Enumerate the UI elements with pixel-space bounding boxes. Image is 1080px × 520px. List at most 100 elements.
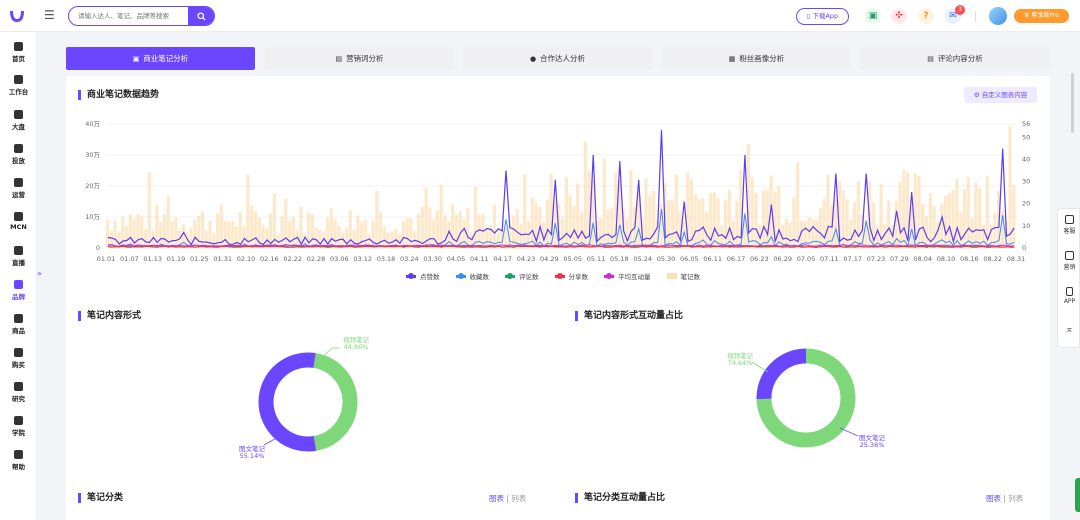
- x-tick: 01.31: [213, 255, 232, 263]
- avatar[interactable]: [989, 7, 1007, 25]
- notes-bar: [424, 187, 428, 248]
- marketing-button[interactable]: 营销: [1058, 251, 1080, 271]
- sidebar-item-7[interactable]: 品牌: [0, 280, 37, 310]
- tab-fan-portrait[interactable]: ▦ 粉丝画像分析: [662, 47, 851, 70]
- donut-slice[interactable]: [258, 352, 317, 452]
- legend-item[interactable]: 分享数: [554, 271, 588, 281]
- logo-icon[interactable]: [8, 7, 26, 25]
- notes-bar: [337, 226, 341, 248]
- legend-item[interactable]: 点赞数: [406, 271, 440, 281]
- sidebar-item-label: MCN: [10, 223, 27, 231]
- tab-cooperation-kols[interactable]: ● 合作达人分析: [463, 47, 652, 70]
- notes-bar: [136, 213, 140, 248]
- sidebar-item-label: 购买: [12, 361, 25, 369]
- category-title: 笔记分类: [78, 493, 123, 503]
- side-green-tab[interactable]: [1075, 478, 1080, 512]
- notes-bar: [401, 221, 405, 248]
- notes-bar: [602, 158, 606, 248]
- sidebar-item-3[interactable]: 投放: [0, 144, 37, 174]
- notes-bar: [822, 199, 826, 248]
- notes-bar: [344, 227, 349, 248]
- sidebar-item-9[interactable]: 购买: [0, 348, 37, 378]
- header-divider: [975, 11, 976, 22]
- view-list-link[interactable]: 列表: [1008, 494, 1024, 503]
- sidebar-item-12[interactable]: 帮助: [0, 450, 37, 480]
- y-left-tick: 0: [96, 244, 100, 252]
- notes-bar: [162, 213, 167, 248]
- notes-bar: [974, 182, 978, 248]
- sidebar-expand-icon[interactable]: »: [37, 269, 42, 278]
- notes-bar: [303, 233, 307, 248]
- x-tick: 01.19: [167, 255, 186, 263]
- notes-bar: [591, 179, 595, 248]
- donut-slice-percent: 25.36%: [860, 441, 885, 449]
- app-button[interactable]: APP: [1058, 287, 1080, 305]
- notes-bar: [879, 184, 883, 248]
- view-list-link[interactable]: 列表: [511, 494, 527, 503]
- notification-count-badge: 3: [955, 5, 965, 15]
- x-tick: 05.18: [610, 255, 629, 263]
- donut-slice[interactable]: [756, 348, 807, 400]
- shop-icon[interactable]: ▣: [865, 8, 881, 24]
- notes-bar: [693, 194, 697, 248]
- apps-grid-icon[interactable]: ✣: [891, 8, 907, 24]
- customer-service-button[interactable]: 客服: [1058, 215, 1080, 235]
- view-chart-link[interactable]: 图表: [986, 494, 1001, 503]
- sidebar-item-11[interactable]: 学院: [0, 416, 37, 446]
- help-circle-icon[interactable]: ?: [918, 8, 934, 24]
- tab-business-notes[interactable]: ▣ 商业笔记分析: [66, 47, 255, 70]
- pro-badge[interactable]: ♛ 尊享版Pro: [1014, 9, 1069, 23]
- notes-bar: [375, 191, 379, 248]
- donut-slice[interactable]: [756, 348, 856, 448]
- notes-bar: [727, 190, 732, 248]
- notes-bar: [496, 233, 500, 248]
- menu-toggle-icon[interactable]: ☰: [44, 8, 55, 22]
- tab-comment-analysis[interactable]: ▤ 评论内容分析: [860, 47, 1050, 70]
- notes-bar: [716, 197, 720, 248]
- x-tick: 01.25: [190, 255, 209, 263]
- sidebar-item-4[interactable]: 运营: [0, 178, 37, 208]
- view-chart-link[interactable]: 图表: [489, 494, 504, 503]
- trend-chart: 0 10万 20万 30万 40万 0 10 20 30 40 50 56 01.01 01.07 01.1…: [85, 120, 1030, 263]
- tab-marketing-words[interactable]: ▤ 营销词分析: [265, 47, 454, 70]
- notes-bar: [826, 174, 830, 248]
- sidebar-item-10[interactable]: 研究: [0, 382, 37, 412]
- x-tick: 02.22: [283, 255, 302, 263]
- floating-toolbar: 客服 营销 APP ⌅: [1057, 208, 1080, 348]
- back-to-top-icon[interactable]: ⌅: [1065, 324, 1074, 335]
- custom-chart-button[interactable]: ⚙ 自定义图表内容: [964, 87, 1037, 103]
- notes-bar: [864, 219, 868, 248]
- x-tick: 02.16: [260, 255, 279, 263]
- notes-bar: [132, 219, 136, 248]
- legend-item[interactable]: 笔记数: [666, 271, 700, 281]
- notes-bar: [174, 217, 178, 248]
- sidebar-item-6[interactable]: 直播: [0, 246, 37, 276]
- legend-item[interactable]: 评论数: [505, 271, 539, 281]
- sidebar-item-5[interactable]: MCN: [0, 212, 37, 242]
- legend-item[interactable]: 收藏数: [455, 271, 489, 281]
- donut-slice[interactable]: [313, 353, 358, 451]
- notes-bar: [818, 207, 823, 248]
- notes-bar: [803, 221, 807, 248]
- notes-bar: [849, 219, 853, 248]
- download-app-button[interactable]: ▯ 下载App: [796, 8, 849, 25]
- notes-bar: [993, 212, 997, 248]
- sidebar-item-1[interactable]: 工作台: [0, 75, 37, 105]
- notes-bar: [288, 220, 292, 248]
- search-button[interactable]: [188, 7, 214, 25]
- notes-bar: [636, 193, 641, 248]
- y-left-tick: 30万: [85, 151, 100, 159]
- search-input[interactable]: [69, 7, 191, 25]
- notes-bar: [379, 212, 383, 248]
- notes-bar: [739, 170, 743, 248]
- sidebar-item-8[interactable]: 商品: [0, 314, 37, 344]
- notes-bar: [614, 172, 618, 248]
- sidebar-item-0[interactable]: 首页: [0, 42, 37, 72]
- legend-item[interactable]: 平均互动量: [604, 271, 651, 281]
- notes-bar: [769, 175, 773, 248]
- category-interact-view-toggle: 图表 | 列表: [986, 494, 1024, 503]
- scrollbar[interactable]: [1071, 73, 1074, 133]
- main-card: [66, 76, 1050, 520]
- notes-bar: [686, 172, 690, 248]
- sidebar-item-2[interactable]: 大盘: [0, 110, 37, 140]
